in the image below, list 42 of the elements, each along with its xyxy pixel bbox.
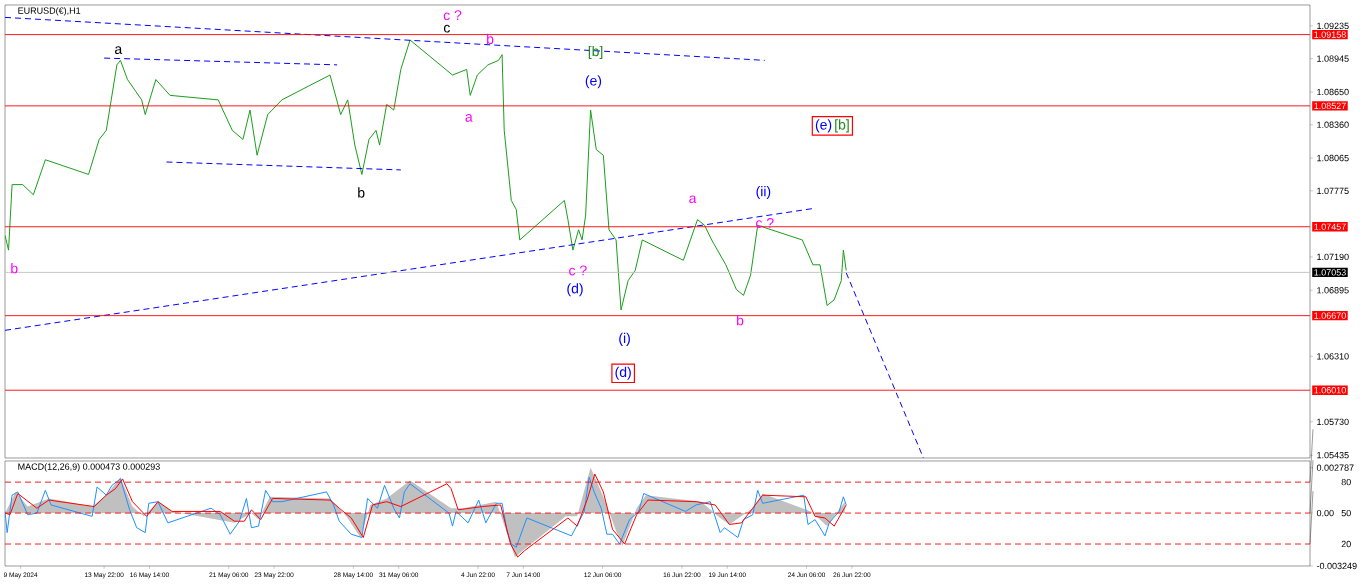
y-tick-label: 1.06895 bbox=[1317, 287, 1349, 294]
ref-line-label: 1.07053 bbox=[1314, 269, 1346, 276]
annotation: a bbox=[465, 114, 473, 122]
annotation: a bbox=[689, 195, 697, 204]
annotation: (d) bbox=[615, 366, 631, 380]
y-tick-label: 1.08945 bbox=[1317, 55, 1349, 62]
ref-line-label: 1.07457 bbox=[1314, 223, 1346, 230]
y2-tick-label: 50 bbox=[1341, 509, 1351, 517]
annotation: b bbox=[11, 263, 18, 274]
y-tick-label: 0.00 bbox=[1316, 509, 1334, 517]
y-tick-label: 0.002787 bbox=[1316, 464, 1354, 471]
y-tick-label: 1.08650 bbox=[1317, 88, 1349, 96]
chart-title: EURUSD(€),H1 bbox=[18, 7, 81, 16]
y-tick-label: 1.08065 bbox=[1317, 154, 1349, 162]
annotation: b bbox=[487, 33, 494, 45]
ref-line-label: 1.09158 bbox=[1314, 31, 1346, 38]
y-tick-label: 1.05435 bbox=[1317, 451, 1349, 459]
annotation: b bbox=[358, 187, 365, 198]
y2-tick-label: 20 bbox=[1341, 540, 1351, 548]
annotation: (d) bbox=[567, 283, 583, 297]
annotation: (e) bbox=[585, 75, 602, 89]
annotation: a bbox=[115, 46, 123, 55]
y-tick-label: 1.07775 bbox=[1317, 187, 1349, 195]
annotation: c bbox=[443, 24, 450, 33]
annotation: (e) bbox=[815, 119, 832, 133]
y2-tick-label: 80 bbox=[1341, 478, 1351, 486]
annotation: [b] bbox=[588, 45, 603, 59]
y-tick-label: 1.06310 bbox=[1317, 353, 1349, 360]
annotation: [b] bbox=[835, 119, 849, 133]
annotation: c ? bbox=[443, 10, 462, 21]
y-tick-label: 1.08360 bbox=[1317, 121, 1349, 128]
y-tick-label: 1.07190 bbox=[1317, 253, 1349, 261]
y-tick-label: 1.09235 bbox=[1317, 22, 1349, 30]
annotation: c ? bbox=[569, 265, 587, 276]
annotation: (ii) bbox=[756, 185, 771, 200]
ref-line-label: 1.06670 bbox=[1314, 312, 1346, 319]
annotation: b bbox=[737, 315, 744, 326]
ref-line-label: 1.08527 bbox=[1314, 102, 1346, 110]
y-tick-label: -0.003249 bbox=[1316, 562, 1357, 570]
ref-line-label: 1.06010 bbox=[1314, 387, 1346, 394]
y-tick-label: 1.05730 bbox=[1317, 418, 1349, 426]
annotation: (i) bbox=[619, 332, 630, 346]
